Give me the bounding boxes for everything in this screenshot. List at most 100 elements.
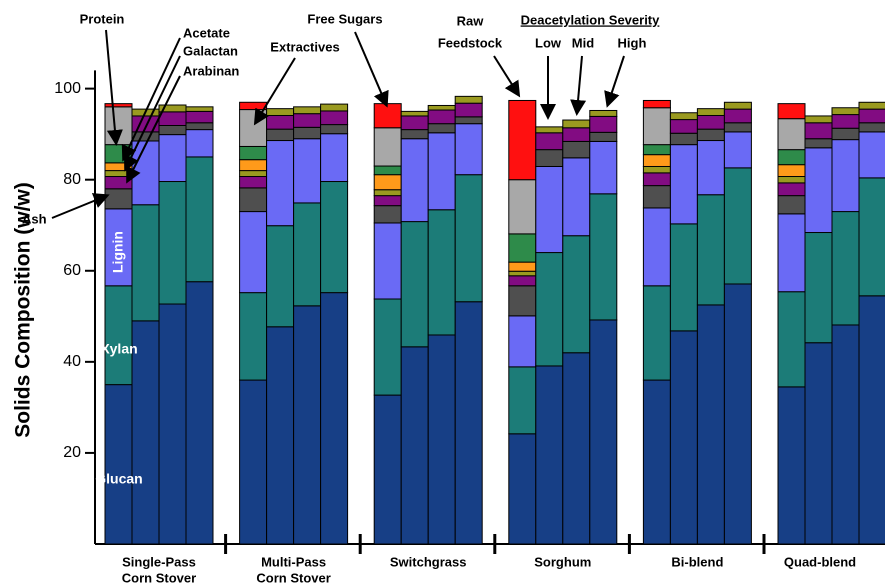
bar-segment (669, 132, 698, 146)
arrow (105, 29, 123, 146)
bar-segment (831, 107, 860, 116)
bar-segment (185, 110, 214, 124)
bar-segment (508, 285, 537, 317)
bar-segment (562, 157, 591, 237)
bar-segment (669, 330, 698, 545)
bar-segment (158, 134, 187, 183)
bar-segment (723, 108, 752, 124)
bar-segment (642, 285, 671, 381)
bar-segment (562, 235, 591, 354)
bar-segment (427, 334, 456, 545)
bar-segment (777, 386, 806, 545)
bar-segment (508, 366, 537, 435)
bar-segment (266, 114, 295, 130)
bar-segment (400, 115, 429, 131)
bar-segment (158, 125, 187, 136)
bar-segment (508, 179, 537, 235)
bar-segment (373, 174, 402, 191)
bar-segment (535, 126, 564, 134)
bar-segment (535, 252, 564, 367)
bar-segment (400, 221, 429, 348)
arrow (253, 57, 296, 126)
bar-segment (293, 305, 322, 545)
bar-segment (642, 99, 671, 109)
bar-segment (293, 113, 322, 128)
bar-segment (454, 116, 483, 125)
bar-segment (777, 291, 806, 388)
segment-label: Xylan (100, 341, 137, 357)
y-tick-label: 80 (63, 171, 81, 188)
bar-segment (239, 101, 268, 111)
bar-segment (454, 95, 483, 104)
callout: Low (535, 35, 562, 50)
bar-segment (158, 181, 187, 305)
bar-segment (696, 108, 725, 116)
bar-segment (239, 159, 268, 172)
bar-segment (104, 103, 133, 108)
bar-segment (454, 123, 483, 176)
bar-segment (320, 103, 349, 112)
bar-segment (508, 315, 537, 368)
bar-segment (642, 207, 671, 287)
segment-label: Glucan (95, 471, 142, 487)
bar-segment (373, 103, 402, 129)
bar-segment (320, 110, 349, 126)
bar-segment (696, 128, 725, 142)
y-tick-label: 40 (63, 353, 81, 370)
bar-segment (642, 185, 671, 209)
bar-segment (239, 211, 268, 294)
bar-segment (427, 209, 456, 336)
bar-segment (508, 275, 537, 287)
arrow (604, 55, 625, 108)
bar-segment (427, 109, 456, 125)
bar-segment (185, 129, 214, 158)
bar-segment (858, 177, 885, 297)
bar-segment (158, 303, 187, 545)
bar-segment (508, 261, 537, 272)
bar-segment (831, 211, 860, 326)
bar-segment (642, 144, 671, 156)
bar-segment (373, 189, 402, 197)
bar-segment (293, 138, 322, 204)
bar-segment (831, 324, 860, 545)
bar-segment (266, 128, 295, 142)
bar-segment (131, 204, 160, 322)
bar-segment (373, 222, 402, 300)
bar-segment (804, 232, 833, 344)
group-label: Corn Stover (256, 570, 330, 584)
bar-segment (804, 342, 833, 545)
bar-segment (858, 101, 885, 110)
bar-segment (589, 140, 618, 195)
bar-segment (777, 118, 806, 151)
callout: Free Sugars (307, 11, 382, 26)
arrow (493, 55, 521, 98)
bar-segment (669, 112, 698, 121)
bar-segment (535, 149, 564, 167)
bar-segment (804, 138, 833, 149)
bar-segment (858, 122, 885, 133)
bar-segment (535, 132, 564, 151)
bar-segment (535, 365, 564, 545)
group-label: Bi-blend (671, 554, 723, 569)
bar-segment (373, 205, 402, 224)
bar-segment (831, 139, 860, 213)
bar-segment (669, 144, 698, 225)
bar-segment (508, 270, 537, 277)
bar-segment (831, 127, 860, 141)
bar-segment (723, 131, 752, 169)
bar-segment (562, 127, 591, 142)
segment-label: Lignin (110, 231, 126, 273)
callout: Extractives (270, 39, 339, 54)
bar-segment (400, 346, 429, 545)
group-label: Switchgrass (390, 554, 467, 569)
bar-segment (320, 124, 349, 135)
arrow (124, 55, 181, 172)
bar-segment (266, 225, 295, 328)
bar-segment (185, 156, 214, 283)
group-label: Multi-Pass (261, 554, 326, 569)
bar-segment (239, 109, 268, 147)
bar-segment (589, 319, 618, 545)
callout: Mid (572, 35, 594, 50)
